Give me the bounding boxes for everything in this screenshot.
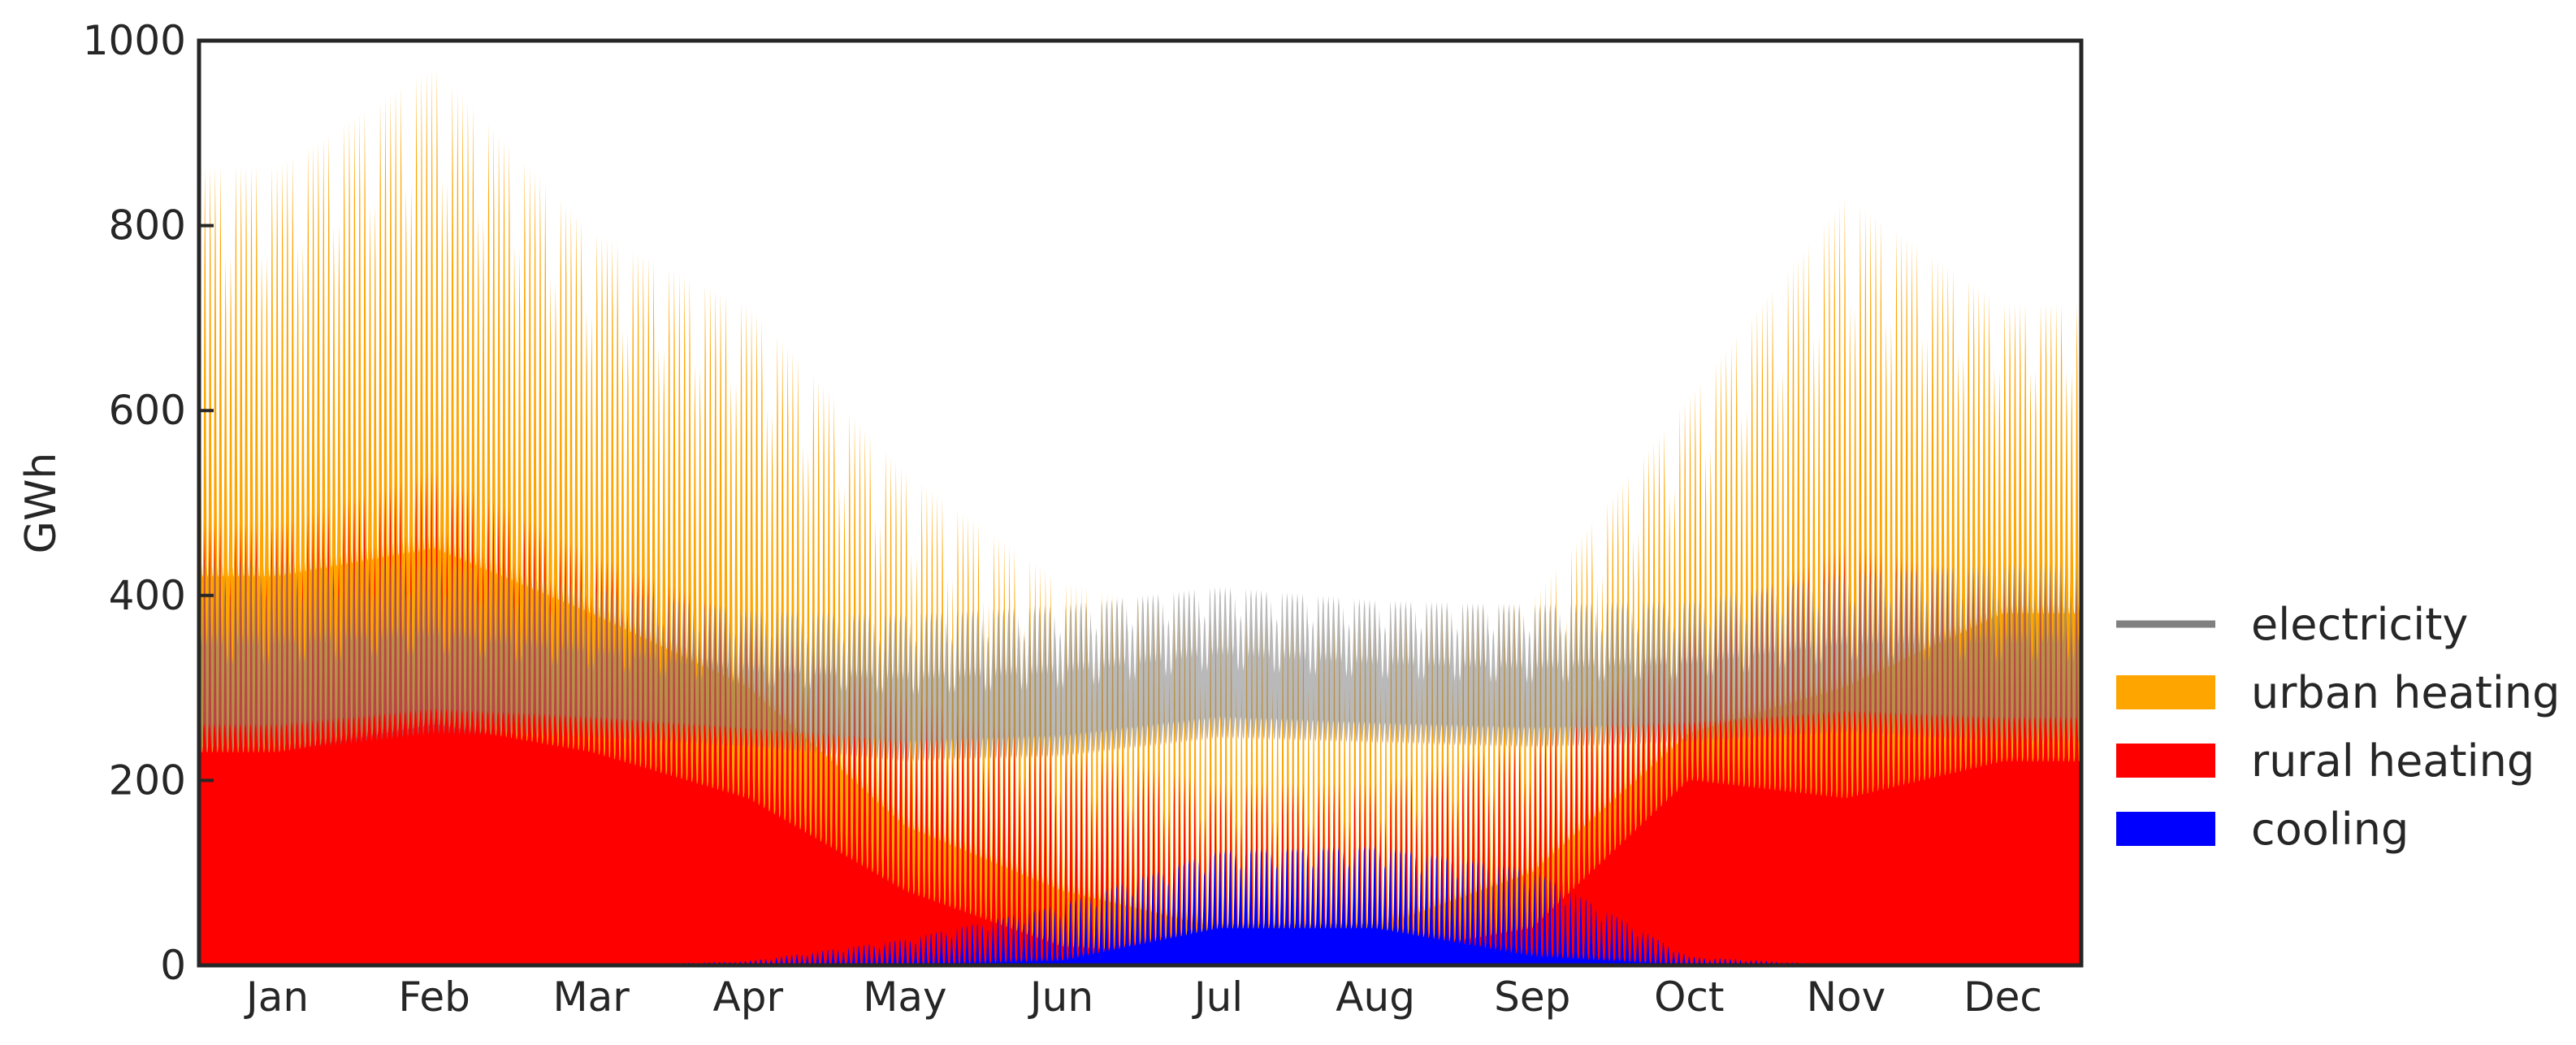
plot-frame — [197, 38, 2084, 968]
legend-label: urban heating — [2251, 667, 2560, 718]
x-tick-label-dec: Dec — [1963, 973, 2042, 1021]
y-tick-label: 0 — [160, 942, 186, 989]
series-rural-heating-area — [199, 470, 2081, 965]
y-tick-label: 1000 — [83, 17, 186, 64]
x-tick-label-mar: Mar — [553, 973, 630, 1021]
legend-item-cooling: cooling — [2116, 804, 2409, 855]
legend-label: cooling — [2251, 804, 2409, 855]
y-tick-label: 800 — [109, 202, 186, 249]
x-tick-label-may: May — [863, 973, 946, 1021]
x-tick-label-jul: Jul — [1192, 973, 1243, 1021]
legend-label: electricity — [2251, 599, 2468, 650]
series-electricity-band — [199, 558, 2081, 762]
legend-swatch-cooling — [2116, 812, 2215, 846]
legend: electricity urban heating rural heating coo… — [2116, 599, 2560, 855]
y-tick-label: 200 — [109, 757, 186, 804]
legend-swatch-rural-heating — [2116, 744, 2215, 778]
x-tick-label-nov: Nov — [1807, 973, 1886, 1021]
legend-label: rural heating — [2251, 735, 2535, 787]
x-tick-label-feb: Feb — [398, 973, 470, 1021]
x-tick-label-aug: Aug — [1336, 973, 1415, 1021]
y-axis-label: GWh — [17, 453, 66, 554]
y-tick-label: 400 — [109, 572, 186, 619]
legend-item-urban-heating: urban heating — [2116, 667, 2560, 718]
x-tick-label-oct: Oct — [1654, 973, 1724, 1021]
legend-item-rural-heating: rural heating — [2116, 735, 2535, 787]
x-tick-label-jun: Jun — [1028, 973, 1093, 1021]
legend-item-electricity: electricity — [2116, 599, 2468, 650]
x-tick-label-jan: Jan — [244, 973, 309, 1021]
legend-swatch-urban-heating — [2116, 675, 2215, 709]
x-tick-label-apr: Apr — [713, 973, 784, 1021]
y-tick-label: 600 — [109, 387, 186, 434]
x-tick-label-sep: Sep — [1494, 973, 1570, 1021]
